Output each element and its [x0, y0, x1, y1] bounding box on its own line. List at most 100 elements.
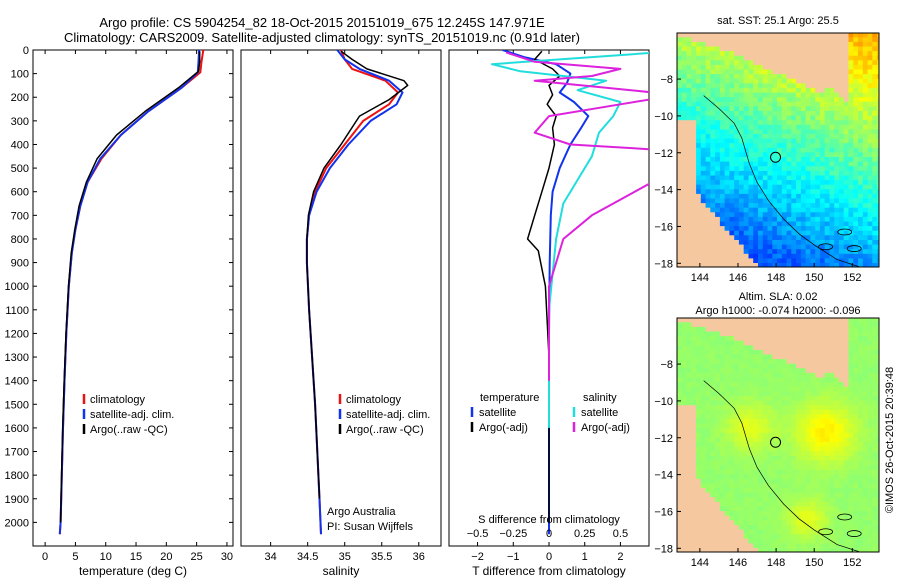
map-cell — [691, 188, 697, 194]
map-cell — [815, 335, 821, 341]
map-cell — [815, 330, 821, 337]
map-cell — [772, 59, 778, 65]
map-cell — [877, 174, 879, 181]
map-cell — [767, 413, 773, 419]
map-cell — [810, 492, 816, 498]
map-cell — [791, 45, 797, 52]
map-cell — [719, 234, 726, 240]
map-cell — [677, 409, 683, 415]
map-cell — [848, 446, 854, 452]
map-cell — [862, 234, 869, 240]
map-cell — [796, 390, 802, 396]
map-cell — [858, 404, 864, 410]
map-cell — [877, 45, 879, 52]
map-cell — [767, 225, 773, 231]
map-cell — [824, 211, 831, 217]
map-cell — [758, 413, 764, 419]
map-cell — [815, 33, 821, 38]
map-cell — [781, 353, 788, 360]
map-cell — [815, 82, 821, 88]
map-cell — [724, 239, 730, 245]
map-cell — [800, 115, 807, 121]
map-cell — [772, 496, 778, 502]
map-cell — [791, 82, 797, 88]
map-cell — [853, 59, 859, 65]
map-cell — [758, 344, 764, 350]
map-cell — [834, 244, 840, 250]
map-cell — [843, 441, 850, 447]
map-cell — [858, 487, 864, 493]
map-cell — [729, 142, 735, 148]
map-cell — [734, 482, 740, 489]
map-cell — [877, 50, 879, 56]
map-cell — [767, 33, 773, 38]
map-cell — [877, 450, 879, 456]
map-cell — [762, 318, 769, 323]
map-cell — [758, 492, 764, 498]
map-cell — [777, 386, 783, 392]
map-cell — [719, 492, 726, 498]
map-cell — [796, 404, 802, 410]
map-cell — [748, 455, 754, 461]
map-cell — [700, 174, 707, 181]
map-cell — [834, 50, 840, 56]
s-tick-label: 0 — [546, 528, 552, 540]
map-cell — [696, 344, 702, 350]
map-cell — [748, 418, 754, 424]
map-cell — [815, 179, 821, 185]
map-cell — [700, 377, 707, 383]
map-cell — [719, 340, 726, 346]
map-cell — [700, 244, 707, 250]
map-cell — [700, 220, 707, 227]
map-cell — [791, 59, 797, 65]
map-cell — [843, 377, 850, 383]
map-cell — [705, 207, 711, 213]
map-cell — [834, 211, 840, 217]
legend-label: satellite — [479, 407, 516, 419]
map-cell — [853, 216, 859, 222]
map-cell — [743, 487, 750, 493]
map-cell — [853, 101, 859, 107]
map-cell — [734, 340, 740, 346]
map-cell — [824, 404, 831, 410]
map-cell — [748, 330, 754, 337]
map-cell — [862, 432, 869, 438]
map-cell — [734, 147, 740, 153]
map-cell — [767, 188, 773, 194]
map-cell — [677, 321, 683, 327]
map-cell — [824, 519, 831, 525]
map-cell — [862, 335, 869, 341]
map-cell — [686, 41, 692, 47]
map-cell — [872, 446, 878, 452]
map-cell — [862, 501, 869, 507]
map-cell — [719, 115, 726, 121]
map-cell — [858, 423, 864, 429]
map-cell — [743, 367, 750, 373]
map-cell — [819, 59, 826, 65]
map-cell — [824, 344, 831, 350]
map-cell — [724, 230, 730, 236]
map-cell — [748, 413, 754, 419]
map-cell — [781, 197, 788, 204]
map-cell — [691, 179, 697, 185]
map-cell — [810, 542, 816, 548]
map-cell — [738, 473, 745, 479]
map-cell — [805, 386, 811, 392]
map-cell — [834, 377, 840, 383]
map-cell — [724, 207, 730, 213]
map-cell — [786, 179, 792, 185]
map-cell — [791, 211, 797, 217]
map-cell — [719, 450, 726, 456]
map-cell — [786, 225, 792, 231]
map-cell — [839, 344, 845, 350]
map-cell — [877, 33, 879, 38]
map-cell — [862, 455, 869, 461]
map-cell — [748, 41, 754, 47]
map-cell — [839, 367, 845, 373]
x-tick-label: 144 — [691, 557, 709, 569]
map-cell — [758, 473, 764, 479]
map-cell — [734, 459, 740, 466]
map-cell — [819, 115, 826, 121]
map-cell — [858, 542, 864, 548]
map-cell — [815, 318, 821, 323]
